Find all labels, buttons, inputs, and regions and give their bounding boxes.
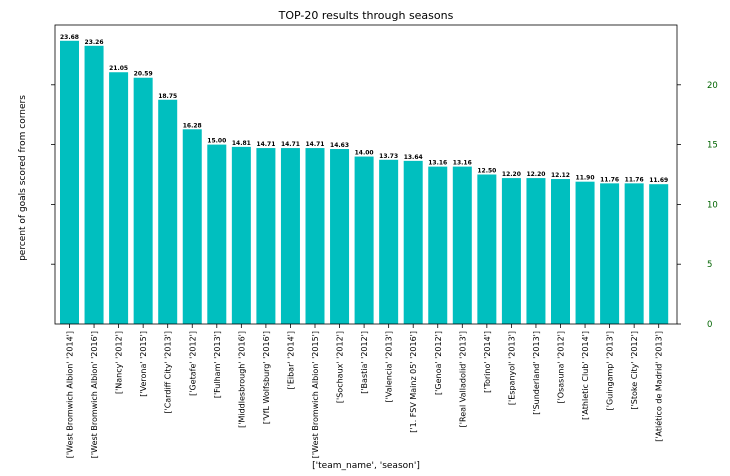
axis-ticks-group: 0 5 10 15 20 xyxy=(51,81,718,330)
category-label-17: ['Real Valladolid' '2013'] xyxy=(458,331,467,427)
bars-group xyxy=(60,40,669,325)
category-label-13: ['Bastia' '2012'] xyxy=(360,331,369,394)
bar-15 xyxy=(403,160,423,324)
bar-8 xyxy=(231,146,251,324)
bar-5 xyxy=(158,99,178,324)
right-y-tick-label-2: 5 xyxy=(707,260,712,270)
bar-2 xyxy=(84,45,104,325)
category-label-8: ['Middlesbrough' '2016'] xyxy=(237,331,246,428)
bar-value-label-23: 11.76 xyxy=(600,176,619,183)
category-label-15: ['1. FSV Mainz 05' '2016'] xyxy=(409,331,418,433)
bar-23 xyxy=(600,183,620,324)
bar-value-label-8: 14.81 xyxy=(232,140,251,147)
category-label-20: ['Sunderland' '2013'] xyxy=(532,331,541,415)
bar-7 xyxy=(207,144,227,324)
bar-value-label-13: 14.00 xyxy=(355,150,374,157)
bar-16 xyxy=(428,166,448,324)
category-label-12: ['Sochaux' '2012'] xyxy=(336,331,345,403)
category-label-6: ['Getafe' '2012'] xyxy=(188,331,197,396)
bar-10 xyxy=(280,148,300,324)
category-label-10: ['Eibar' '2014'] xyxy=(286,331,295,390)
bar-25 xyxy=(649,184,669,324)
category-label-18: ['Torino' '2014'] xyxy=(483,331,492,393)
bar-value-label-22: 11.90 xyxy=(576,175,595,182)
bar-22 xyxy=(575,181,595,324)
category-label-9: ['VfL Wolfsburg' '2016'] xyxy=(262,331,271,424)
category-label-5: ['Cardiff City' '2013'] xyxy=(164,331,173,414)
category-label-16: ['Genoa' '2012'] xyxy=(434,331,443,395)
right-y-tick-label-5: 20 xyxy=(707,81,718,91)
category-label-19: ['Espanyol' '2013'] xyxy=(507,331,516,405)
bar-value-label-12: 14.63 xyxy=(330,142,349,149)
bar-value-label-4: 20.59 xyxy=(134,71,153,78)
bar-value-label-9: 14.71 xyxy=(256,141,275,148)
category-label-2: ['West Bromwich Albion' '2016'] xyxy=(90,331,99,458)
category-label-25: ['Atlético de Madrid' '2013'] xyxy=(654,331,664,442)
category-label-22: ['Athletic Club' '2014'] xyxy=(581,331,590,420)
bar-value-label-14: 13.73 xyxy=(379,153,398,160)
plot-frame xyxy=(54,24,678,325)
right-y-tick-label-3: 10 xyxy=(707,200,718,210)
category-label-1: ['West Bromwich Albion' '2014'] xyxy=(66,331,75,458)
x-axis-label: ['team_name', 'season'] xyxy=(312,461,420,471)
bar-20 xyxy=(526,178,546,324)
category-label-23: ['Guingamp' '2013'] xyxy=(606,331,615,410)
bar-value-label-18: 12.50 xyxy=(477,168,496,175)
category-label-7: ['Fulham' '2013'] xyxy=(213,331,222,398)
bar-value-label-6: 16.28 xyxy=(183,122,202,129)
bar-18 xyxy=(477,174,497,324)
category-label-14: ['Valencia' '2013'] xyxy=(385,331,394,402)
bar-value-label-20: 12.20 xyxy=(526,171,545,178)
bar-19 xyxy=(501,178,521,324)
bar-17 xyxy=(452,166,472,324)
bar-1 xyxy=(60,40,79,324)
bar-14 xyxy=(379,159,399,324)
category-label-24: ['Stoke City' '2012'] xyxy=(630,331,639,410)
bar-value-label-10: 14.71 xyxy=(281,141,300,148)
category-labels-group: ['West Bromwich Albion' '2014'] ['West Br… xyxy=(66,331,664,458)
bar-value-label-16: 13.16 xyxy=(428,160,447,167)
bar-value-label-24: 11.76 xyxy=(625,176,644,183)
bar-value-label-2: 23.26 xyxy=(85,39,104,46)
chart-title: TOP-20 results through seasons xyxy=(278,9,454,22)
bar-6 xyxy=(182,129,202,324)
data-labels-group: 23.68 23.26 21.05 20.59 18.75 16.28 15.00 14.81… xyxy=(60,34,668,184)
bar-value-label-15: 13.64 xyxy=(404,154,423,161)
bar-24 xyxy=(624,183,644,324)
bar-value-label-25: 11.69 xyxy=(649,177,668,184)
bar-9 xyxy=(256,148,276,324)
bar-3 xyxy=(109,72,129,324)
bar-11 xyxy=(305,148,325,324)
bar-value-label-1: 23.68 xyxy=(60,34,79,41)
bar-value-label-7: 15.00 xyxy=(207,138,226,145)
bar-13 xyxy=(354,156,374,324)
bar-value-label-5: 18.75 xyxy=(158,93,177,100)
bar-value-label-3: 21.05 xyxy=(109,65,128,72)
bar-12 xyxy=(330,149,350,324)
bar-21 xyxy=(551,179,570,324)
bar-value-label-11: 14.71 xyxy=(306,141,325,148)
bar-4 xyxy=(133,77,153,325)
category-label-11: ['West Bromwich Albion' '2015'] xyxy=(311,331,320,458)
right-y-tick-label-1: 0 xyxy=(707,320,712,330)
bar-value-label-19: 12.20 xyxy=(502,171,521,178)
right-y-tick-label-4: 15 xyxy=(707,141,718,151)
y-axis-label: percent of goals scored from corners xyxy=(18,95,28,261)
category-label-21: ['Osasuna' '2012'] xyxy=(557,331,566,404)
bar-value-label-17: 13.16 xyxy=(453,160,472,167)
category-label-3: ['Nancy' '2012'] xyxy=(115,331,124,394)
bar-value-label-21: 12.12 xyxy=(551,172,570,179)
category-label-4: ['Verona' '2015'] xyxy=(139,331,148,397)
